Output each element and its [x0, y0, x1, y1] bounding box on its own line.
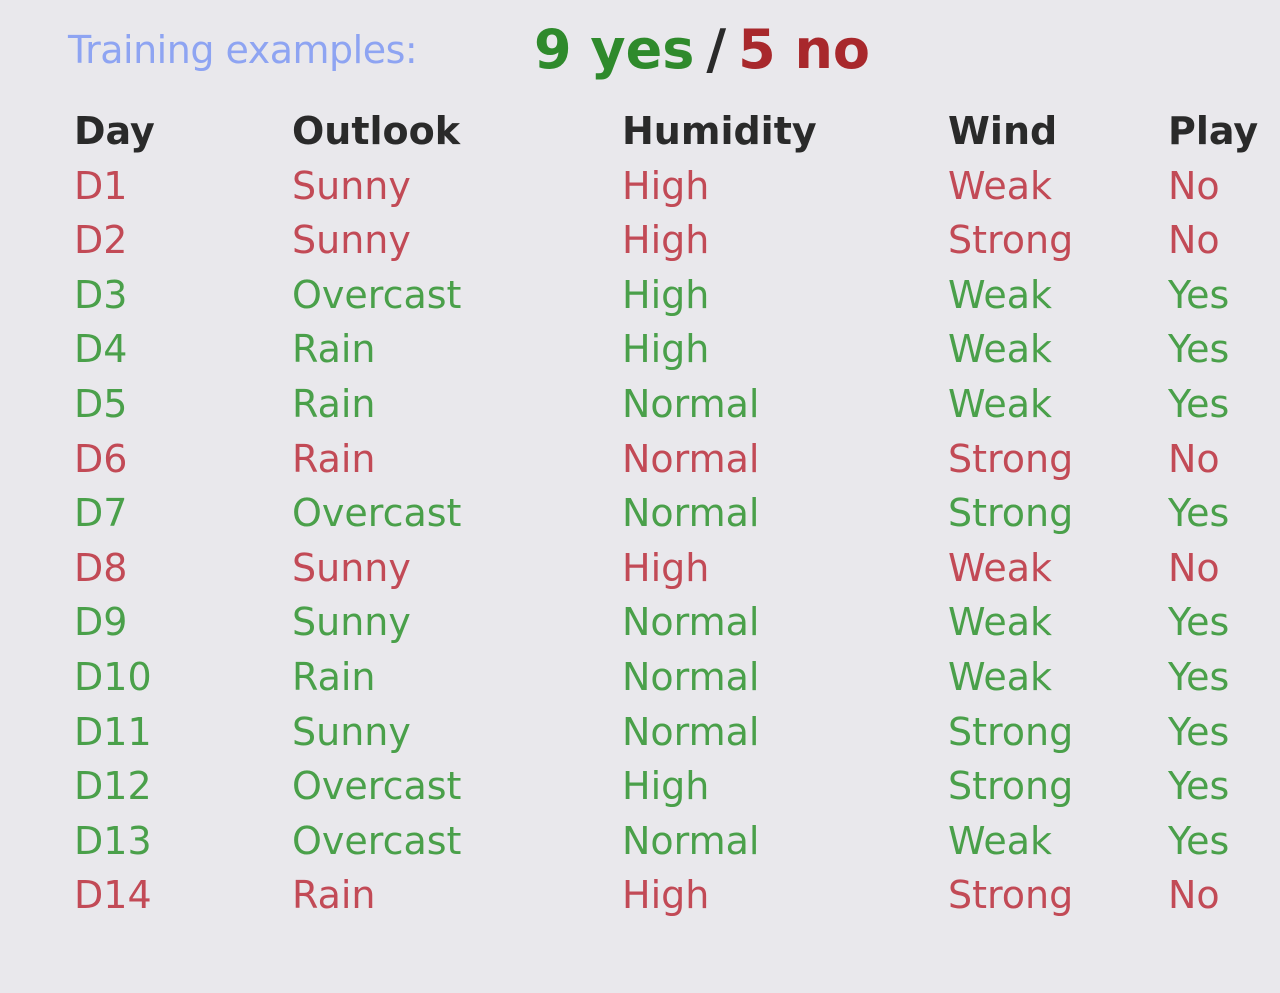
no-count: 5 no [738, 18, 870, 81]
cell-humidity: Normal [622, 818, 760, 863]
cell-wind: Strong [948, 709, 1074, 754]
cell-wind: Weak [948, 818, 1053, 863]
cell-outlook: Overcast [292, 491, 462, 536]
cell-day: D6 [74, 436, 128, 481]
cell-wind: Weak [948, 654, 1053, 699]
header-outlook: Outlook [292, 109, 461, 153]
cell-wind: Weak [948, 381, 1053, 426]
table-row: D7 Overcast Normal Strong Yes [0, 486, 1280, 541]
header-day: Day [74, 109, 155, 153]
table-row: D2 Sunny High Strong No [0, 213, 1280, 268]
table-row: D4 Rain High Weak Yes [0, 322, 1280, 377]
cell-humidity: High [622, 218, 710, 263]
cell-day: D13 [74, 818, 152, 863]
table-row: D9 Sunny Normal Weak Yes [0, 595, 1280, 650]
cell-play: Yes [1168, 709, 1230, 754]
table-header-row: Day Outlook Humidity Wind Play [0, 104, 1280, 159]
cell-humidity: Normal [622, 491, 760, 536]
cell-humidity: High [622, 873, 710, 918]
header-play: Play [1168, 109, 1259, 153]
cell-humidity: Normal [622, 436, 760, 481]
table-row: D8 Sunny High Weak No [0, 541, 1280, 596]
cell-day: D10 [74, 654, 152, 699]
cell-wind: Strong [948, 436, 1074, 481]
cell-wind: Weak [948, 163, 1053, 208]
table-row: D11 Sunny Normal Strong Yes [0, 705, 1280, 760]
header-humidity: Humidity [622, 109, 817, 153]
cell-outlook: Rain [292, 436, 376, 481]
cell-humidity: Normal [622, 381, 760, 426]
cell-outlook: Sunny [292, 545, 411, 590]
cell-outlook: Rain [292, 381, 376, 426]
cell-play: No [1168, 218, 1220, 263]
cell-play: Yes [1168, 654, 1230, 699]
cell-outlook: Sunny [292, 163, 411, 208]
cell-play: Yes [1168, 818, 1230, 863]
cell-humidity: High [622, 545, 710, 590]
table-row: D1 Sunny High Weak No [0, 159, 1280, 214]
cell-outlook: Rain [292, 873, 376, 918]
cell-day: D14 [74, 873, 152, 918]
cell-humidity: Normal [622, 709, 760, 754]
cell-play: Yes [1168, 600, 1230, 645]
cell-day: D9 [74, 600, 128, 645]
cell-outlook: Rain [292, 327, 376, 372]
cell-wind: Strong [948, 218, 1074, 263]
yes-count: 9 yes [534, 18, 695, 81]
cell-humidity: Normal [622, 654, 760, 699]
cell-day: D4 [74, 327, 128, 372]
header-wind: Wind [948, 109, 1058, 153]
cell-day: D12 [74, 764, 152, 809]
table-row: D10 Rain Normal Weak Yes [0, 650, 1280, 705]
cell-play: Yes [1168, 764, 1230, 809]
cell-play: No [1168, 873, 1220, 918]
cell-day: D3 [74, 272, 128, 317]
cell-wind: Weak [948, 272, 1053, 317]
cell-day: D11 [74, 709, 152, 754]
cell-play: Yes [1168, 491, 1230, 536]
table-row: D3 Overcast High Weak Yes [0, 268, 1280, 323]
cell-wind: Weak [948, 600, 1053, 645]
cell-humidity: High [622, 327, 710, 372]
cell-outlook: Overcast [292, 818, 462, 863]
cell-play: No [1168, 436, 1220, 481]
cell-day: D8 [74, 545, 128, 590]
table-row: D14 Rain High Strong No [0, 868, 1280, 923]
cell-day: D5 [74, 381, 128, 426]
cell-wind: Strong [948, 873, 1074, 918]
cell-play: No [1168, 163, 1220, 208]
table-row: D13 Overcast Normal Weak Yes [0, 814, 1280, 869]
table-row: D5 Rain Normal Weak Yes [0, 377, 1280, 432]
training-examples-label: Training examples: [68, 28, 418, 72]
cell-outlook: Overcast [292, 272, 462, 317]
class-counts: 9 yes/5 no [534, 18, 870, 81]
cell-play: No [1168, 545, 1220, 590]
cell-wind: Strong [948, 491, 1074, 536]
cell-outlook: Sunny [292, 709, 411, 754]
cell-outlook: Sunny [292, 218, 411, 263]
training-table: Day Outlook Humidity Wind Play D1 Sunny Hi… [0, 104, 1280, 923]
cell-wind: Strong [948, 764, 1074, 809]
table-row: D12 Overcast High Strong Yes [0, 759, 1280, 814]
cell-outlook: Rain [292, 654, 376, 699]
count-separator: / [706, 18, 727, 81]
cell-wind: Weak [948, 545, 1053, 590]
cell-humidity: Normal [622, 600, 760, 645]
cell-wind: Weak [948, 327, 1053, 372]
cell-play: Yes [1168, 272, 1230, 317]
cell-day: D7 [74, 491, 128, 536]
table-row: D6 Rain Normal Strong No [0, 432, 1280, 487]
title-row: Training examples: 9 yes/5 no [0, 18, 1280, 88]
cell-outlook: Sunny [292, 600, 411, 645]
table-body: D1 Sunny High Weak No D2 Sunny High Strong No D3 Ov… [0, 159, 1280, 923]
cell-humidity: High [622, 764, 710, 809]
cell-outlook: Overcast [292, 764, 462, 809]
cell-play: Yes [1168, 381, 1230, 426]
cell-humidity: High [622, 163, 710, 208]
cell-humidity: High [622, 272, 710, 317]
cell-day: D2 [74, 218, 128, 263]
cell-day: D1 [74, 163, 128, 208]
cell-play: Yes [1168, 327, 1230, 372]
